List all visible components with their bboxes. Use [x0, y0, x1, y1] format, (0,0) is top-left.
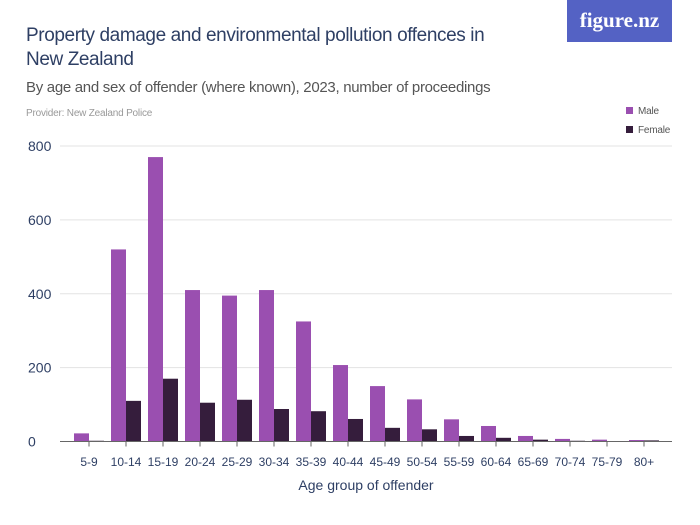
x-tick-label: 35-39: [296, 455, 327, 469]
x-tick-label: 25-29: [222, 455, 253, 469]
y-tick-label: 400: [28, 286, 52, 302]
legend-label-female: Female: [638, 125, 671, 136]
x-tick-label: 30-34: [259, 455, 290, 469]
legend-female: Female: [626, 125, 670, 136]
x-tick-label: 45-49: [370, 455, 401, 469]
legend-male: Male: [626, 106, 659, 117]
bar-male-65-69: [518, 435, 533, 442]
y-tick-label: 800: [28, 138, 52, 154]
x-tick-label: 80+: [634, 455, 654, 469]
bar-male-20-24: [185, 290, 200, 442]
figure-nz-logo[interactable]: figure.nz: [567, 0, 672, 42]
x-tick-label: 5-9: [80, 455, 98, 469]
bar-male-5-9: [74, 433, 89, 442]
bar-male-80+: [629, 440, 644, 442]
x-axis-label: Age group of offender: [298, 477, 434, 493]
x-tick-label: 70-74: [555, 455, 586, 469]
bar-male-50-54: [407, 399, 422, 442]
bar-male-40-44: [333, 365, 348, 442]
bar-male-30-34: [259, 290, 274, 442]
bar-male-45-49: [370, 386, 385, 442]
bar-male-55-59: [444, 419, 459, 442]
x-tick-label: 15-19: [148, 455, 179, 469]
y-tick-label: 200: [28, 360, 52, 376]
bar-male-75-79: [592, 439, 607, 442]
x-tick-label: 20-24: [185, 455, 216, 469]
y-tick-label: 600: [28, 212, 52, 228]
bar-female-45-49: [385, 427, 400, 442]
bar-male-15-19: [148, 157, 163, 442]
bar-female-25-29: [237, 399, 252, 442]
y-tick-label: 0: [28, 434, 36, 450]
bar-female-65-69: [533, 439, 548, 442]
bar-male-10-14: [111, 249, 126, 442]
x-tick-label: 55-59: [444, 455, 475, 469]
bar-female-10-14: [126, 400, 141, 442]
bar-female-35-39: [311, 411, 326, 442]
bar-female-30-34: [274, 408, 289, 442]
provider-label: Provider: New Zealand Police: [26, 108, 153, 119]
bar-male-35-39: [296, 321, 311, 442]
chart-title: Property damage and environmental pollut…: [26, 25, 485, 70]
legend-label-male: Male: [638, 106, 659, 117]
bar-male-70-74: [555, 438, 570, 442]
x-tick-label: 65-69: [518, 455, 549, 469]
x-tick-label: 60-64: [481, 455, 512, 469]
x-tick-label: 75-79: [592, 455, 623, 469]
bar-female-60-64: [496, 437, 511, 442]
bar-female-40-44: [348, 418, 363, 442]
bar-female-15-19: [163, 378, 178, 442]
bar-female-80+: [644, 440, 659, 442]
legend-swatch-male: [626, 107, 633, 114]
x-tick-label: 50-54: [407, 455, 438, 469]
bar-female-20-24: [200, 402, 215, 442]
chart-subtitle: By age and sex of offender (where known)…: [26, 79, 491, 96]
bar-male-25-29: [222, 295, 237, 442]
x-tick-label: 10-14: [111, 455, 142, 469]
bar-male-60-64: [481, 425, 496, 442]
legend-swatch-female: [626, 126, 633, 133]
x-tick-label: 40-44: [333, 455, 364, 469]
bar-female-50-54: [422, 429, 437, 442]
bar-female-55-59: [459, 435, 474, 442]
